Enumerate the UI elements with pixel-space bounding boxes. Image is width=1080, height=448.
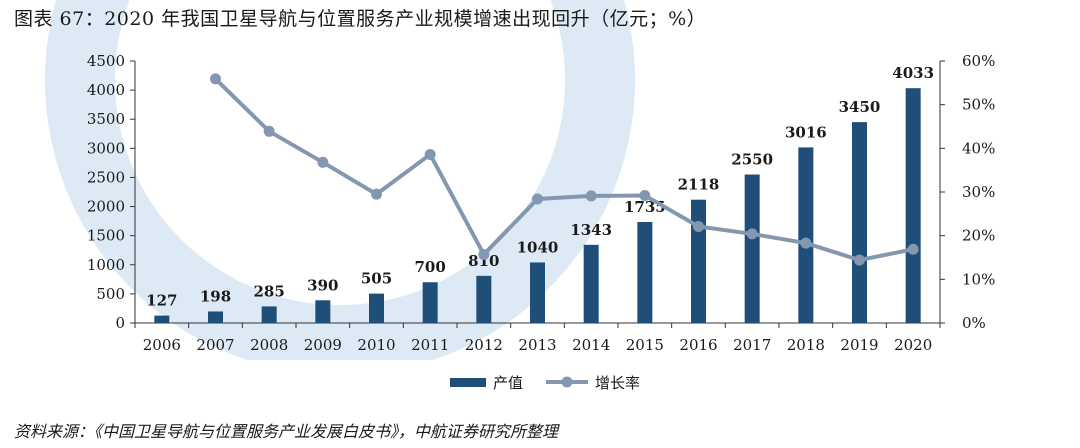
x-tick-label: 2012 [465,336,503,354]
bar-data-label: 700 [415,258,446,276]
bar-data-label: 390 [307,276,338,294]
growth-point-2010 [371,188,382,200]
x-tick-label: 2013 [518,336,556,354]
bar-data-label: 3450 [839,98,881,116]
chart-title: 图表 67：2020 年我国卫星导航与位置服务产业规模增速出现回升（亿元；%） [14,8,707,30]
bar-data-label: 1343 [570,221,612,239]
bar-data-label: 505 [361,270,392,288]
y-left-tick-label: 4500 [87,52,125,70]
bar-2016 [691,199,706,323]
growth-point-2020 [907,243,919,255]
growth-point-2011 [424,148,436,160]
bar-2009 [315,300,331,323]
bar-data-label: 285 [254,282,285,300]
legend-swatch-bar [450,378,486,387]
y-right-tick-label: 30% [962,183,995,201]
legend-swatch-marker [561,376,573,388]
y-left-tick-label: 2500 [87,168,125,186]
bar-2017 [744,174,760,323]
growth-rate-line [214,77,914,263]
bar-data-label: 2118 [678,176,720,194]
x-tick-label: 2009 [304,336,342,354]
bar-data-label: 2550 [731,151,773,169]
x-tick-label: 2020 [894,336,932,354]
y-left-tick-label: 2000 [87,198,125,216]
y-right-tick-label: 40% [962,139,995,157]
bar-2018 [798,147,814,323]
bar-2014 [583,244,599,323]
y-right-tick-label: 0% [962,314,986,332]
x-tick-label: 2016 [679,336,717,354]
bar-2019 [852,122,867,323]
x-tick-label: 2018 [787,336,825,354]
bar-2020 [905,88,921,323]
growth-point-2007 [210,73,221,85]
growth-point-2008 [263,125,275,137]
growth-point-2016 [693,220,704,232]
bar-2010 [369,293,384,323]
bar-2012 [476,275,492,323]
bar-2011 [422,282,438,323]
watermark-logo [45,0,635,360]
bar-data-label: 1040 [517,238,559,256]
bar-2015 [637,221,653,323]
growth-point-2012 [478,248,490,260]
y-left-tick-label: 3500 [87,110,125,128]
x-tick-label: 2014 [572,336,610,354]
x-tick-label: 2017 [733,336,771,354]
x-tick-label: 2015 [626,336,664,354]
y-right-tick-label: 10% [962,270,995,288]
x-tick-label: 2006 [143,336,181,354]
x-tick-label: 2008 [250,336,288,354]
y-left-tick-label: 500 [96,285,125,303]
x-tick-label: 2019 [840,336,878,354]
legend-label-bar: 产值 [493,374,523,392]
bar-data-label: 198 [200,287,231,305]
legend-label-line: 增长率 [595,374,640,392]
x-tick-label: 2011 [411,336,449,354]
bar-data-label: 4033 [892,64,934,82]
bar-data-label: 810 [468,252,499,270]
growth-point-2014 [585,190,597,202]
growth-point-2018 [800,237,812,249]
growth-point-2015 [639,189,651,201]
source-note: 资料来源：《中国卫星导航与位置服务产业发展白皮书》，中航证券研究所整理 [14,422,559,441]
y-left-tick-label: 0 [115,314,125,332]
growth-point-2019 [854,254,865,266]
x-tick-label: 2007 [196,336,234,354]
y-left-tick-label: 1500 [87,227,125,245]
y-right-tick-label: 60% [962,52,995,70]
bar-2008 [261,306,277,323]
growth-point-2009 [317,156,329,168]
growth-point-2017 [746,228,758,240]
y-left-tick-label: 3000 [87,139,125,157]
x-tick-label: 2010 [357,336,395,354]
y-right-tick-label: 20% [962,227,995,245]
bar-2013 [530,262,545,323]
y-right-tick-label: 50% [962,96,995,114]
bar-2007 [208,311,223,323]
growth-point-2013 [532,193,543,205]
bar-data-label: 3016 [785,123,827,141]
y-left-tick-label: 4000 [87,81,125,99]
y-left-tick-label: 1000 [87,256,125,274]
bar-2006 [154,315,170,323]
bar-data-label: 127 [146,292,177,310]
